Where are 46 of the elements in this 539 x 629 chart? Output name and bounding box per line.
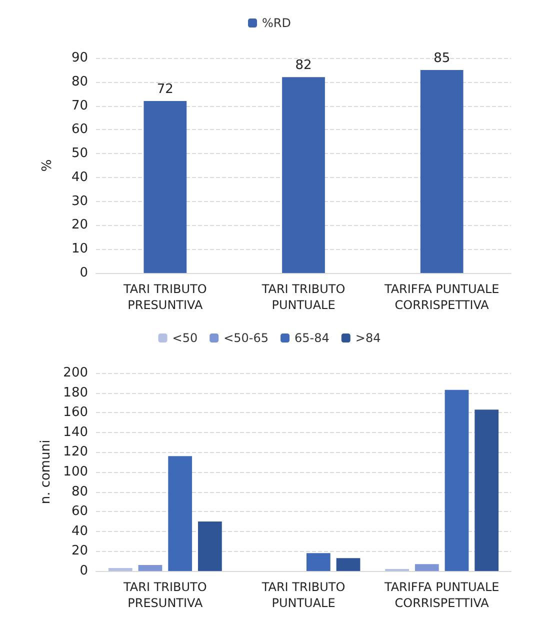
y-tick-label: 20 — [71, 218, 88, 233]
x-tick-label: TARIFFA PUNTUALE CORRISPETTIVA — [383, 282, 500, 312]
bar — [138, 565, 162, 571]
y-tick-label: 80 — [71, 484, 88, 500]
legend-label: <50 — [172, 331, 198, 345]
y-tick-label: 200 — [63, 366, 88, 380]
y-axis-title: % — [40, 159, 55, 172]
y-tick-label: 80 — [71, 74, 88, 90]
y-tick-label: 100 — [63, 464, 88, 480]
y-tick-label: 40 — [71, 524, 88, 539]
y-tick-label: 90 — [71, 50, 88, 66]
y-tick-label: 10 — [71, 242, 88, 257]
y-tick-label: 180 — [63, 385, 88, 400]
legend-label: >84 — [355, 331, 381, 345]
bar — [168, 456, 192, 571]
x-tick-label: TARI TRIBUTO PRESUNTIVA — [122, 580, 207, 610]
y-tick-label: 140 — [63, 424, 88, 440]
bar — [108, 568, 132, 571]
bar — [336, 558, 360, 571]
data-label: 85 — [434, 50, 450, 66]
x-tick-label: TARI TRIBUTO PRESUNTIVA — [122, 282, 207, 312]
x-tick-label: TARI TRIBUTO PUNTUALE — [260, 580, 346, 610]
y-axis-title: n. comuni — [38, 440, 54, 504]
legend-label: %RD — [262, 16, 291, 30]
legend-label: <50-65 — [224, 331, 269, 345]
y-tick-label: 0 — [80, 564, 88, 578]
x-tick-label: TARI TRIBUTO PUNTUALE — [260, 282, 346, 312]
y-tick-label: 50 — [71, 146, 88, 162]
y-tick-label: 160 — [63, 405, 88, 420]
bar — [414, 564, 439, 571]
data-label: 82 — [295, 58, 312, 74]
legend-label: 65-84 — [294, 331, 330, 345]
y-tick-label: 120 — [63, 444, 88, 460]
x-tick-label: TARIFFA PUNTUALE CORRISPETTIVA — [383, 580, 500, 610]
y-tick-label: 20 — [71, 544, 88, 559]
y-tick-label: 30 — [71, 194, 88, 209]
bar — [198, 522, 222, 571]
y-tick-label: 60 — [71, 122, 88, 138]
y-tick-label: 70 — [71, 98, 88, 114]
bar — [444, 390, 469, 571]
y-tick-label: 60 — [71, 504, 88, 520]
bar — [306, 553, 330, 571]
bar — [474, 410, 499, 571]
data-label: 72 — [156, 82, 174, 97]
y-tick-label: 0 — [80, 266, 88, 280]
y-tick-label: 40 — [71, 170, 88, 185]
